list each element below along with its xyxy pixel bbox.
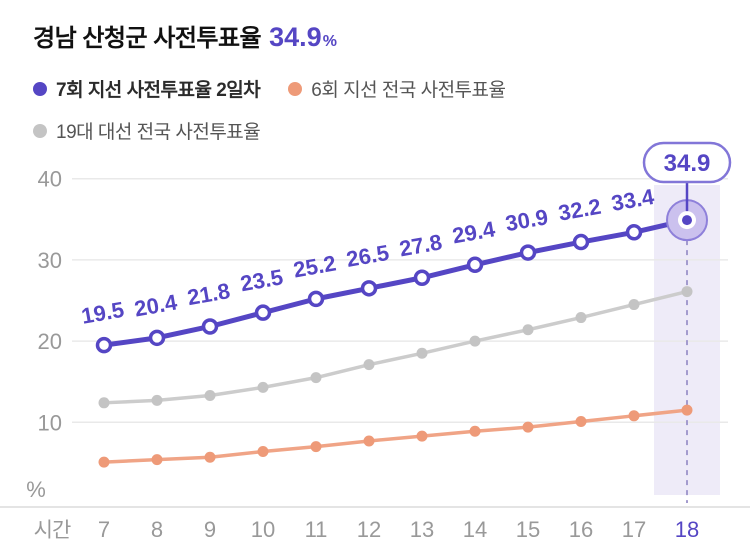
data-label: 26.5 <box>344 240 391 272</box>
legend-row-1: 7회 지선 사전투표율 2일차 6회 지선 전국 사전투표율 <box>33 75 740 102</box>
series-7th-local-point <box>201 318 219 335</box>
series-19th-presidential-point <box>522 324 534 336</box>
series-19th-presidential-point <box>363 359 375 371</box>
series-7th-local-point <box>466 256 484 274</box>
data-label: 27.8 <box>397 229 444 261</box>
legend-dot-orange-icon <box>288 81 303 96</box>
series-6th-local-point <box>310 441 322 453</box>
series-6th-local-point <box>681 404 693 416</box>
title-unit-percent: % <box>322 33 337 50</box>
data-label: 19.5 <box>79 297 126 329</box>
series-7th-local-point <box>572 233 590 251</box>
title-text: 경남 산청군 사전투표율 <box>33 25 262 52</box>
y-tick-label: 20 <box>38 329 62 354</box>
x-tick-label: 17 <box>622 517 646 542</box>
x-tick-label: 7 <box>98 517 110 542</box>
series-19th-presidential-point <box>469 335 481 347</box>
series-6th-local-point <box>416 430 428 442</box>
data-label: 30.9 <box>503 204 550 236</box>
series-7th-local-point <box>413 269 431 287</box>
legend-item-6th-local-election: 6회 지선 전국 사전투표율 <box>288 75 506 102</box>
series-7th-local-line <box>101 217 690 348</box>
series-19th-presidential-point <box>257 381 269 393</box>
x-tick-label: 11 <box>305 517 328 542</box>
x-tick-label: 16 <box>569 517 593 542</box>
series-6th-local-point <box>257 446 269 458</box>
data-label: 25.2 <box>291 250 338 282</box>
legend-dot-gray-icon <box>33 123 47 138</box>
x-tick-label: 8 <box>151 517 163 542</box>
callout-value: 34.9 <box>664 150 711 177</box>
data-label: 20.4 <box>132 289 179 321</box>
data-label: 33.4 <box>609 184 656 216</box>
series-19th-presidential-point <box>310 372 322 384</box>
series-19th-presidential-point <box>681 286 693 298</box>
x-tick-label: 18 <box>675 517 699 542</box>
series-7th-local-point <box>625 224 643 241</box>
data-label: 23.5 <box>238 264 285 296</box>
legend-item-19th-presidential-election: 19대 대선 전국 사전투표율 <box>33 117 261 144</box>
series-19th-presidential-point <box>416 347 428 359</box>
series-6th-local-point <box>575 415 587 427</box>
legend-label: 6회 지선 전국 사전투표율 <box>311 80 506 101</box>
series-7th-local-point <box>95 336 113 354</box>
series-19th-presidential-point <box>628 299 640 311</box>
x-tick-label: 13 <box>410 517 434 542</box>
legend-label: 7회 지선 사전투표율 2일차 <box>56 80 261 101</box>
series-19th-presidential-point <box>204 390 216 402</box>
series-6th-local-point <box>628 410 640 422</box>
series-6th-local-line <box>102 408 689 464</box>
x-tick-label: 15 <box>516 517 540 542</box>
chart-header: 경남 산청군 사전투표율 34.9 % 7회 지선 사전투표율 2일차 6회 지… <box>33 18 740 159</box>
series-6th-local-point <box>204 451 216 463</box>
series-6th-local-point <box>522 421 534 433</box>
page-title: 경남 산청군 사전투표율 34.9 % <box>33 18 740 53</box>
series-7th-local-point <box>360 280 378 297</box>
series-7th-local-point <box>254 304 272 321</box>
series-6th-local-point <box>151 454 163 466</box>
data-label: 21.8 <box>185 278 232 310</box>
callout-bubble <box>642 141 732 184</box>
legend-row-2: 19대 대선 전국 사전투표율 <box>33 117 740 144</box>
y-axis-unit-label: % <box>26 477 46 502</box>
x-axis-title: 시간 <box>34 519 71 542</box>
series-6th-local-point <box>469 425 481 437</box>
x-tick-label: 10 <box>251 517 275 542</box>
y-tick-label: 30 <box>38 248 62 273</box>
title-value: 34.9 <box>269 22 322 52</box>
x-tick-label: 9 <box>204 517 216 542</box>
x-tick-label: 12 <box>357 517 381 542</box>
y-tick-label: 10 <box>38 410 62 435</box>
legend-label: 19대 대선 전국 사전투표율 <box>56 122 261 143</box>
series-7th-local-point <box>148 329 166 347</box>
series-7th-local-point <box>307 290 325 308</box>
x-tick-label: 14 <box>463 517 487 542</box>
legend: 7회 지선 사전투표율 2일차 6회 지선 전국 사전투표율 19대 대선 전국… <box>33 75 740 144</box>
series-19th-presidential-point <box>151 394 163 406</box>
legend-item-7th-local-election: 7회 지선 사전투표율 2일차 <box>33 75 261 102</box>
y-tick-label: 40 <box>38 167 62 192</box>
data-label: 29.4 <box>450 216 497 248</box>
series-7th-local-point <box>519 244 537 261</box>
data-label: 32.2 <box>556 194 603 226</box>
series-19th-presidential-point <box>98 397 110 409</box>
series-6th-local-point <box>98 456 110 468</box>
series-19th-presidential-line <box>102 289 689 405</box>
series-6th-local-point <box>363 435 375 447</box>
legend-dot-purple-icon <box>33 81 47 96</box>
series-19th-presidential-point <box>575 312 587 324</box>
final-point <box>682 215 692 226</box>
